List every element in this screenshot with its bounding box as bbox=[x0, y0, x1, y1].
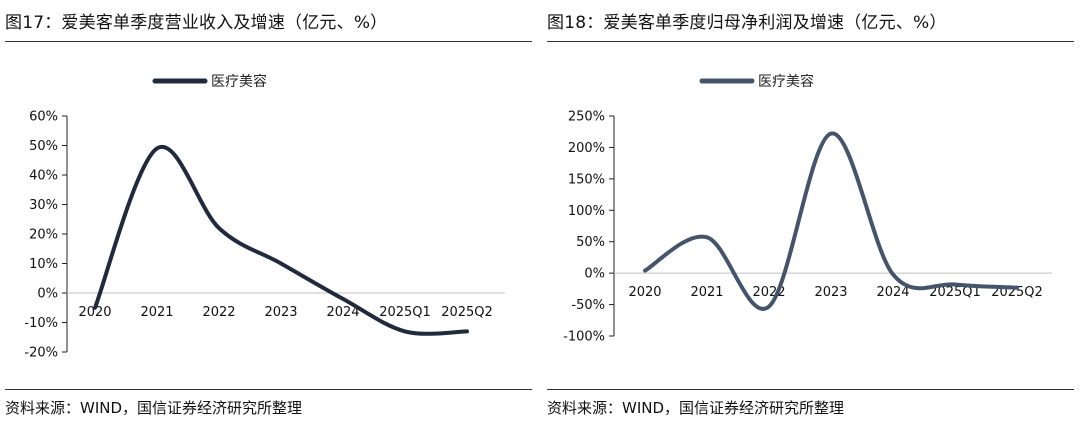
y-tick-label: 10% bbox=[29, 257, 58, 272]
figure-title: 图18：爱美客单季度归母净利润及增速（亿元、%） bbox=[547, 13, 947, 33]
y-tick-label: -10% bbox=[24, 316, 58, 331]
y-tick-label: 20% bbox=[29, 228, 58, 243]
x-tick-label: 2023 bbox=[814, 285, 847, 300]
source-note: 资料来源：WIND，国信证券经济研究所整理 bbox=[5, 399, 303, 417]
y-tick-label: 40% bbox=[29, 169, 58, 184]
x-tick-label: 2020 bbox=[628, 285, 661, 300]
source-rule bbox=[547, 389, 1074, 390]
y-tick-label: 100% bbox=[568, 204, 605, 219]
x-tick-label: 2025Q2 bbox=[441, 305, 493, 320]
x-tick-label: 2025Q1 bbox=[379, 305, 431, 320]
x-tick-label: 2022 bbox=[202, 305, 235, 320]
source-rule bbox=[5, 389, 532, 390]
y-tick-label: -20% bbox=[24, 346, 58, 361]
title-rule bbox=[5, 41, 532, 42]
x-tick-label: 2024 bbox=[876, 285, 909, 300]
y-tick-label: 150% bbox=[568, 172, 605, 187]
series-line bbox=[643, 131, 1019, 311]
x-tick-label: 2021 bbox=[140, 305, 173, 320]
x-tick-label: 2025Q1 bbox=[929, 285, 981, 300]
y-tick-label: 60% bbox=[29, 110, 58, 125]
legend-label: 医疗美容 bbox=[211, 73, 267, 90]
y-tick-label: 30% bbox=[29, 198, 58, 213]
figure-title: 图17：爱美客单季度营业收入及增速（亿元、%） bbox=[5, 13, 388, 33]
x-tick-label: 2023 bbox=[264, 305, 297, 320]
x-tick-label: 2024 bbox=[326, 305, 359, 320]
y-tick-label: 50% bbox=[29, 139, 58, 154]
y-tick-label: 0% bbox=[37, 287, 58, 302]
y-tick-label: 200% bbox=[568, 141, 605, 156]
series-line bbox=[93, 144, 469, 336]
y-tick-label: -100% bbox=[563, 330, 605, 345]
y-tick-label: 50% bbox=[576, 235, 605, 250]
title-rule bbox=[547, 41, 1074, 42]
chart-panel-revenue: 图17：爱美客单季度营业收入及增速（亿元、%） 医疗美容 60% 50% 40% 30%… bbox=[5, 0, 535, 431]
source-note: 资料来源：WIND，国信证券经济研究所整理 bbox=[547, 399, 845, 417]
y-tick-label: 0% bbox=[584, 267, 605, 282]
revenue-growth-chart: 医疗美容 60% 50% 40% 30% 20% 10% 0% -10% -20% 2020 2021… bbox=[24, 73, 505, 361]
legend-label: 医疗美容 bbox=[758, 73, 814, 90]
net-profit-growth-chart: 医疗美容 250% 200% 150% 100% 50% 0% -50% -100% 2020 20… bbox=[563, 73, 1052, 345]
y-tick-label: 250% bbox=[568, 110, 605, 125]
x-tick-label: 2020 bbox=[78, 305, 111, 320]
x-tick-label: 2021 bbox=[690, 285, 723, 300]
chart-panel-net-profit: 图18：爱美客单季度归母净利润及增速（亿元、%） 医疗美容 250% 200% 150… bbox=[547, 0, 1077, 431]
y-tick-label: -50% bbox=[571, 298, 605, 313]
